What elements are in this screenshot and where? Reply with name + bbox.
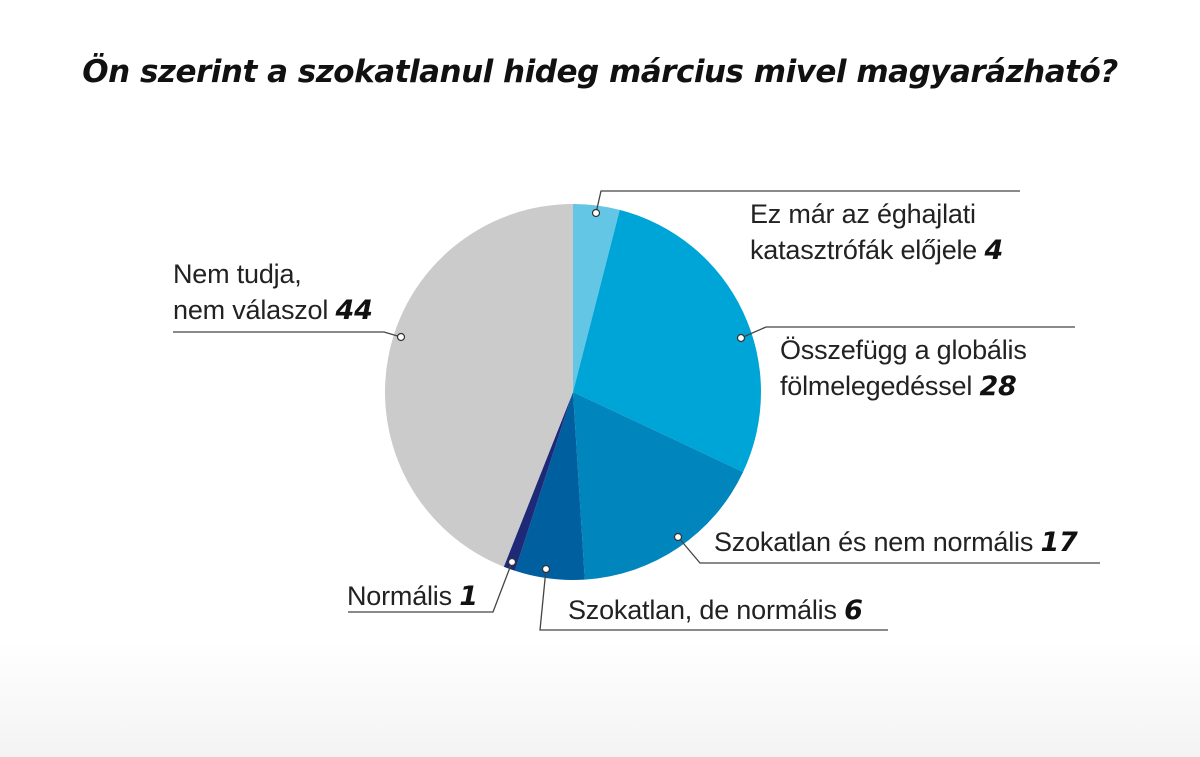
value-catastrophe: 4 (984, 235, 1004, 266)
label-dont-know: Nem tudja, nem válaszol 44 (173, 259, 373, 326)
label-normal: Normális 1 (347, 581, 478, 612)
pie-slice (385, 204, 573, 567)
pie-slice (503, 392, 573, 571)
pie-slice (573, 392, 744, 580)
label-unusual-abnormal: Szokatlan és nem normális 17 (714, 527, 1078, 558)
chart-title: Ön szerint a szokatlanul hideg március m… (82, 54, 1118, 90)
label-global-warming: Összefügg a globális fölmelegedéssel 28 (780, 335, 1027, 402)
value-unusual-abnormal: 17 (1040, 527, 1078, 558)
label-unusual-normal: Szokatlan, de normális 6 (568, 595, 863, 626)
pie-slice (573, 209, 761, 473)
label-catastrophe: Ez már az éghajlati katasztrófák előjele… (750, 199, 1004, 266)
value-normal: 1 (459, 581, 478, 612)
pie-slices (385, 204, 761, 581)
pie-slice (514, 392, 585, 581)
value-global-warming: 28 (979, 371, 1017, 402)
value-dont-know: 44 (335, 295, 373, 326)
leader-lines (173, 190, 1100, 631)
leader-dots (396, 208, 746, 574)
value-unusual-normal: 6 (844, 595, 863, 626)
pie-slice (573, 204, 620, 392)
